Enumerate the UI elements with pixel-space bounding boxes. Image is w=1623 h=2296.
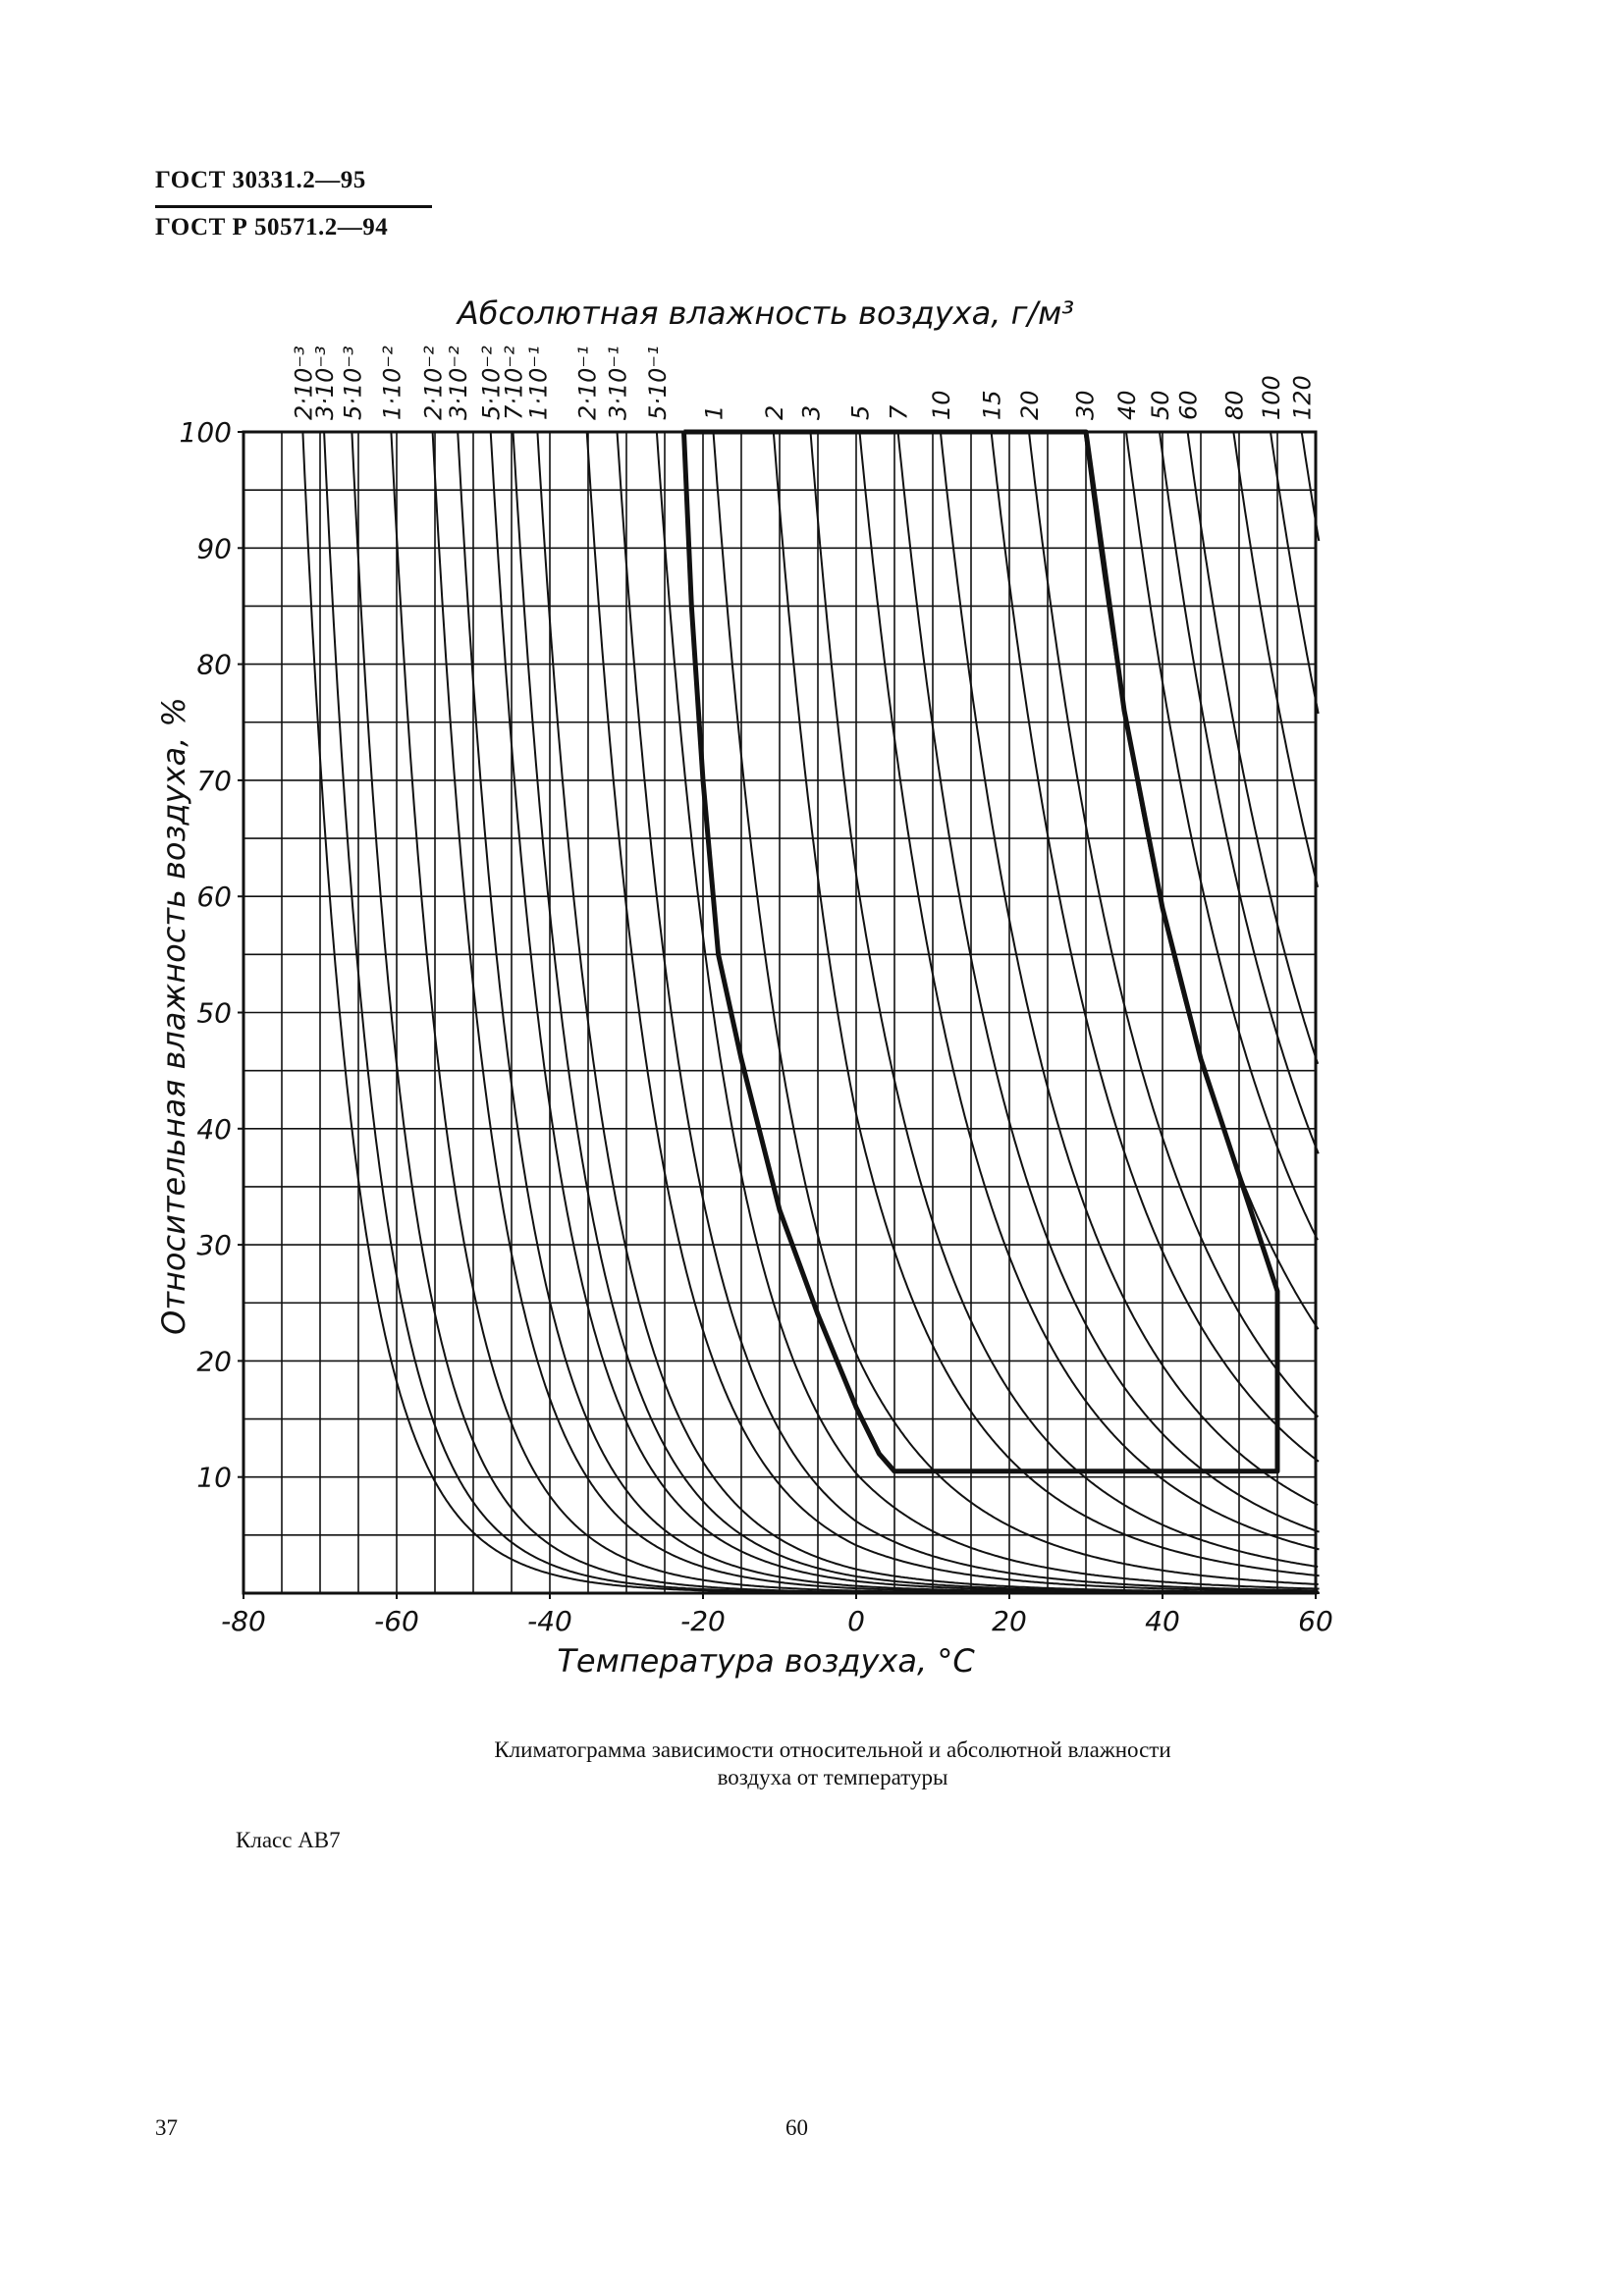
curve-label: 5·10⁻³ (339, 346, 366, 420)
curve-label: 15 (979, 390, 1006, 420)
curve-label: 50 (1147, 390, 1174, 420)
curve-label: 60 (1175, 390, 1203, 420)
x-tick-label: 0 (847, 1605, 865, 1637)
y-tick-label: 30 (196, 1229, 232, 1261)
humidity-curve (1125, 431, 1319, 1241)
humidity-curve (655, 431, 1320, 1590)
curve-label: 2·10⁻³ (290, 346, 317, 420)
y-tick-label: 20 (196, 1345, 232, 1377)
humidity-curve (585, 431, 1319, 1593)
humidity-curve (1270, 431, 1320, 715)
curve-label: 3·10⁻¹ (605, 346, 632, 420)
y-tick-label: 80 (196, 649, 232, 681)
curve-label: 20 (1016, 390, 1044, 420)
curve-label: 5·10⁻² (478, 346, 506, 420)
humidity-curve (939, 431, 1319, 1506)
caption-line: воздуха от температуры (717, 1765, 948, 1789)
curve-label: 30 (1072, 390, 1100, 420)
curve-label: 3·10⁻² (445, 346, 472, 420)
curve-label: 2·10⁻¹ (574, 346, 602, 420)
humidity-curve (616, 431, 1319, 1592)
class-label: Класс АВ7 (236, 1828, 341, 1852)
curve-label: 100 (1258, 375, 1285, 420)
humidity-curve (772, 431, 1320, 1577)
x-tick-label: 20 (992, 1605, 1027, 1637)
humidity-curve (990, 431, 1320, 1463)
curve-label: 7 (886, 404, 913, 420)
y-tick-label: 10 (196, 1462, 232, 1494)
y-tick-label: 60 (196, 881, 232, 913)
x-tick-label: -40 (527, 1605, 572, 1637)
humidity-curve (1028, 431, 1320, 1418)
curve-label: 3 (797, 405, 825, 420)
y-tick-label: 70 (196, 765, 232, 797)
x-tick-label: -60 (374, 1605, 419, 1637)
curve-label: 120 (1289, 375, 1317, 420)
curve-label: 5 (846, 405, 874, 420)
header-line: ГОСТ Р 50571.2—94 (155, 214, 389, 240)
page-number-center: 60 (785, 2115, 808, 2140)
humidity-curve (536, 431, 1319, 1594)
curve-label: 5·10⁻¹ (644, 346, 672, 420)
humidity-curve (1186, 431, 1320, 1065)
y-tick-label: 40 (196, 1113, 232, 1146)
curve-label: 1·10⁻² (378, 346, 406, 420)
humidity-curve (1232, 431, 1320, 888)
curve-label: 40 (1113, 390, 1141, 420)
y-tick-label: 100 (180, 416, 232, 449)
curve-label: 3·10⁻³ (311, 346, 339, 420)
x-tick-label: 40 (1145, 1605, 1180, 1637)
y-tick-label: 50 (196, 997, 232, 1030)
curve-label: 1·10⁻¹ (524, 346, 552, 420)
humidity-curve (858, 431, 1320, 1551)
curve-label: 7·10⁻² (501, 346, 528, 420)
header-rule (155, 205, 432, 208)
curve-label: 2·10⁻² (420, 346, 448, 420)
page-number-left: 37 (155, 2115, 178, 2140)
x-tick-label: -20 (680, 1605, 726, 1637)
humidity-curve (1300, 431, 1321, 542)
class-boundary (681, 429, 1280, 1474)
curve-label: 1 (701, 405, 729, 420)
humidity-curve (809, 431, 1319, 1568)
x-tick-label: 60 (1298, 1605, 1333, 1637)
y-tick-label: 90 (196, 532, 232, 564)
y-axis-title: Относительная влажность воздуха, % (155, 697, 192, 1335)
header-line: ГОСТ 30331.2—95 (155, 167, 366, 193)
x-axis-title: Температура воздуха, °C (557, 1642, 975, 1680)
curve-label: 80 (1220, 390, 1248, 420)
top-axis-title: Абсолютная влажность воздуха, г/м³ (456, 294, 1074, 332)
caption-line: Климатограмма зависимости относительной … (494, 1737, 1171, 1762)
chart: Абсолютная влажность воздуха, г/м³ Темпе… (155, 294, 1333, 1680)
curve-label: 10 (928, 390, 955, 420)
x-tick-label: -80 (221, 1605, 266, 1637)
humidity-curve (896, 431, 1320, 1533)
curve-label: 2 (761, 405, 788, 420)
humidity-curve (1159, 431, 1320, 1154)
humidity-curve (712, 431, 1319, 1585)
